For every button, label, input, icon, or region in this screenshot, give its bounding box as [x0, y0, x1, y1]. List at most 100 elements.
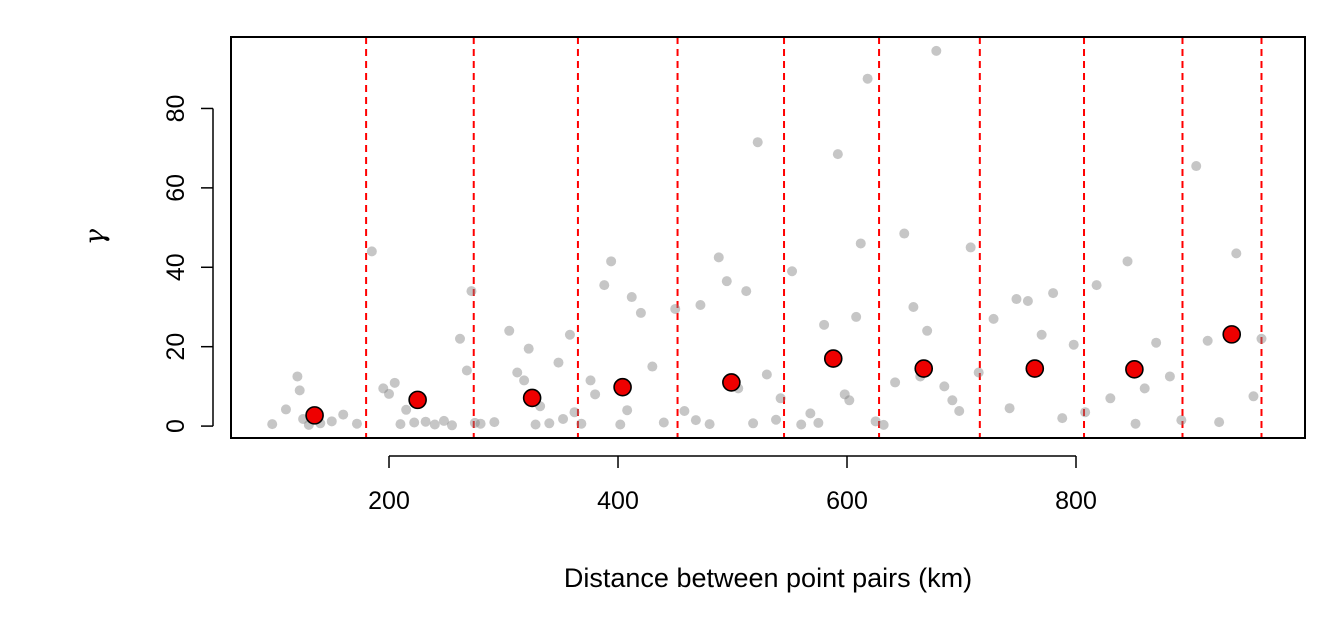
cloud-point-101 — [1139, 383, 1150, 394]
cloud-point-38 — [569, 407, 580, 418]
cloud-point-53 — [695, 299, 706, 310]
cloud-point-78 — [899, 228, 910, 239]
cloud-point-92 — [1036, 329, 1047, 340]
binned-mean-points — [305, 325, 1242, 425]
cloud-point-95 — [1068, 339, 1079, 350]
cloud-point-37 — [564, 329, 575, 340]
cloud-point-65 — [796, 419, 807, 430]
cloud-point-67 — [813, 417, 824, 428]
cloud-point-85 — [954, 406, 965, 417]
cloud-point-46 — [626, 292, 637, 303]
cloud-point-91 — [1022, 296, 1033, 307]
plot-frame — [230, 36, 1306, 439]
cloud-point-41 — [590, 389, 601, 400]
cloud-point-52 — [690, 415, 701, 426]
y-tick-label-80: 80 — [162, 95, 190, 123]
cloud-point-88 — [988, 313, 999, 324]
cloud-point-107 — [1214, 417, 1225, 428]
cloud-point-58 — [741, 286, 752, 297]
cloud-point-108 — [1231, 248, 1242, 259]
cloud-point-1 — [267, 419, 278, 430]
cloud-point-104 — [1176, 415, 1187, 426]
cloud-point-89 — [1004, 403, 1015, 414]
cloud-point-56 — [721, 276, 732, 287]
cloud-point-90 — [1011, 294, 1022, 305]
cloud-point-32 — [530, 419, 541, 430]
cloud-point-100 — [1130, 418, 1141, 429]
cloud-point-28 — [504, 325, 515, 336]
cloud-point-43 — [606, 256, 617, 267]
cloud-point-51 — [679, 406, 690, 417]
cloud-point-55 — [713, 252, 724, 263]
cloud-point-83 — [939, 381, 950, 392]
cloud-point-3 — [292, 371, 303, 382]
cloud-point-60 — [752, 137, 763, 148]
x-tick-label-200: 200 — [368, 487, 410, 515]
cloud-point-97 — [1091, 280, 1102, 291]
cloud-point-106 — [1202, 335, 1213, 346]
cloud-point-69 — [832, 149, 843, 160]
cloud-point-109 — [1248, 391, 1259, 402]
cloud-point-25 — [469, 417, 480, 428]
cloud-point-42 — [599, 280, 610, 291]
cloud-point-99 — [1122, 256, 1133, 267]
cloud-point-24 — [466, 286, 477, 297]
cloud-point-29 — [512, 367, 523, 378]
cloud-point-36 — [558, 413, 569, 424]
semivariance-cloud — [267, 45, 1267, 431]
cloud-point-10 — [351, 418, 362, 429]
cloud-point-54 — [704, 419, 715, 430]
y-axis-title: γ — [80, 228, 111, 245]
binned-mean-point-6 — [823, 349, 843, 368]
cloud-point-47 — [635, 307, 646, 318]
cloud-point-63 — [775, 393, 786, 404]
cloud-point-16 — [401, 404, 412, 415]
cloud-point-64 — [787, 266, 798, 277]
cloud-point-66 — [805, 408, 816, 419]
cloud-point-9 — [338, 409, 349, 420]
binned-mean-point-8 — [1025, 359, 1045, 378]
cloud-point-79 — [908, 301, 919, 312]
cloud-point-62 — [771, 414, 782, 425]
cloud-point-14 — [389, 377, 400, 388]
cloud-point-74 — [862, 73, 873, 84]
x-axis-title: Distance between point pairs (km) — [564, 563, 972, 593]
binned-mean-point-5 — [722, 373, 741, 392]
cloud-point-31 — [523, 343, 534, 354]
cloud-point-44 — [615, 419, 626, 430]
cloud-point-82 — [931, 45, 942, 56]
cloud-point-68 — [819, 319, 830, 330]
y-tick-label-20: 20 — [162, 333, 190, 361]
cloud-point-11 — [366, 246, 377, 257]
cloud-point-35 — [553, 357, 564, 368]
y-tick-label-0: 0 — [162, 419, 190, 433]
cloud-point-45 — [622, 405, 633, 416]
cloud-point-72 — [851, 311, 862, 322]
cloud-point-20 — [438, 415, 449, 426]
binned-mean-point-2 — [408, 390, 427, 410]
cloud-point-21 — [446, 420, 457, 431]
y-tick-label-40: 40 — [162, 253, 190, 281]
cloud-point-84 — [947, 395, 958, 406]
binned-mean-point-7 — [914, 359, 934, 378]
x-tick-label-400: 400 — [597, 487, 639, 515]
cloud-point-19 — [429, 419, 440, 430]
cloud-point-4 — [294, 385, 305, 396]
cloud-point-93 — [1048, 288, 1059, 299]
cloud-point-73 — [855, 238, 866, 249]
cloud-point-81 — [922, 325, 933, 336]
cloud-point-86 — [965, 242, 976, 253]
cloud-point-8 — [326, 416, 337, 427]
y-tick-label-60: 60 — [162, 174, 190, 202]
cloud-point-75 — [870, 416, 881, 427]
bin-break-lines — [230, 37, 1263, 438]
cloud-point-15 — [395, 419, 406, 430]
cloud-point-102 — [1151, 337, 1162, 348]
cloud-point-22 — [454, 333, 465, 344]
cloud-point-2 — [280, 404, 291, 415]
cloud-point-50 — [670, 303, 681, 314]
cloud-point-96 — [1080, 407, 1091, 418]
cloud-point-12 — [378, 383, 389, 394]
cloud-point-27 — [489, 417, 500, 428]
